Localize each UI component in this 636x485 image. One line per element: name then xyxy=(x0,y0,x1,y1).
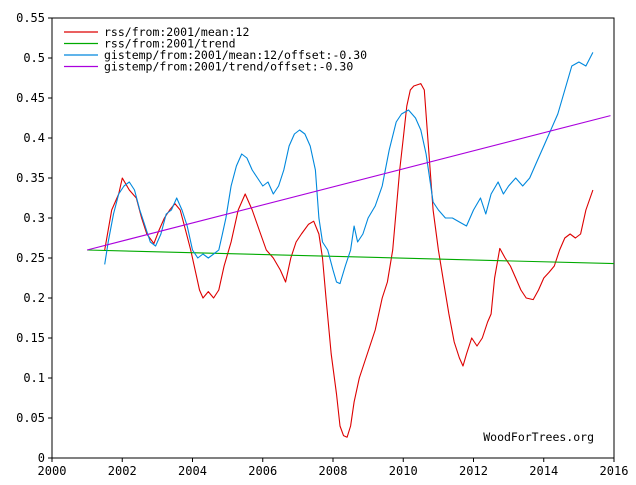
y-tick-label: 0.05 xyxy=(16,411,45,425)
x-tick-label: 2004 xyxy=(178,464,207,478)
series-line-4 xyxy=(86,115,611,251)
x-tick-label: 2006 xyxy=(248,464,277,478)
y-tick-label: 0.2 xyxy=(23,291,45,305)
legend-label-2: rss/from:2001/trend xyxy=(104,37,236,51)
x-tick-label: 2014 xyxy=(529,464,558,478)
y-tick-label: 0.45 xyxy=(16,91,45,105)
legend-label-3: gistemp/from:2001/mean:12/offset:-0.30 xyxy=(104,48,367,62)
y-tick-label: 0.5 xyxy=(23,51,45,65)
x-tick-label: 2008 xyxy=(319,464,348,478)
x-tick-label: 2016 xyxy=(600,464,629,478)
legend: rss/from:2001/mean:12rss/from:2001/trend… xyxy=(64,25,367,74)
plot-frame xyxy=(51,17,615,459)
y-tick-label: 0.4 xyxy=(23,131,45,145)
x-tick-label: 2002 xyxy=(108,464,137,478)
series-line-3 xyxy=(104,52,594,285)
credit-label: WoodForTrees.org xyxy=(483,430,594,444)
y-tick-label: 0.55 xyxy=(16,11,45,25)
y-tick-label: 0.1 xyxy=(23,371,45,385)
legend-label-1: rss/from:2001/mean:12 xyxy=(104,25,249,39)
x-tick-label: 2010 xyxy=(389,464,418,478)
series-line-1 xyxy=(104,83,594,438)
plot-border xyxy=(51,17,615,459)
x-tick-label: 2000 xyxy=(38,464,67,478)
x-tick-label: 2012 xyxy=(459,464,488,478)
series-line-2 xyxy=(87,249,615,265)
y-tick-label: 0 xyxy=(38,451,45,465)
y-tick-label: 0.3 xyxy=(23,211,45,225)
y-tick-label: 0.15 xyxy=(16,331,45,345)
y-axis: 0 0.05 0.1 0.15 0.2 0.25 0.3 0.35 0.4 0.45 0.5 0.55 xyxy=(16,11,52,465)
series-layer xyxy=(86,52,615,438)
x-axis: 2000 2002 2004 2006 2008 2010 2012 2014 2016 xyxy=(38,458,629,478)
y-tick-label: 0.35 xyxy=(16,171,45,185)
legend-label-4: gistemp/from:2001/trend/offset:-0.30 xyxy=(104,60,353,74)
y-tick-label: 0.25 xyxy=(16,251,45,265)
